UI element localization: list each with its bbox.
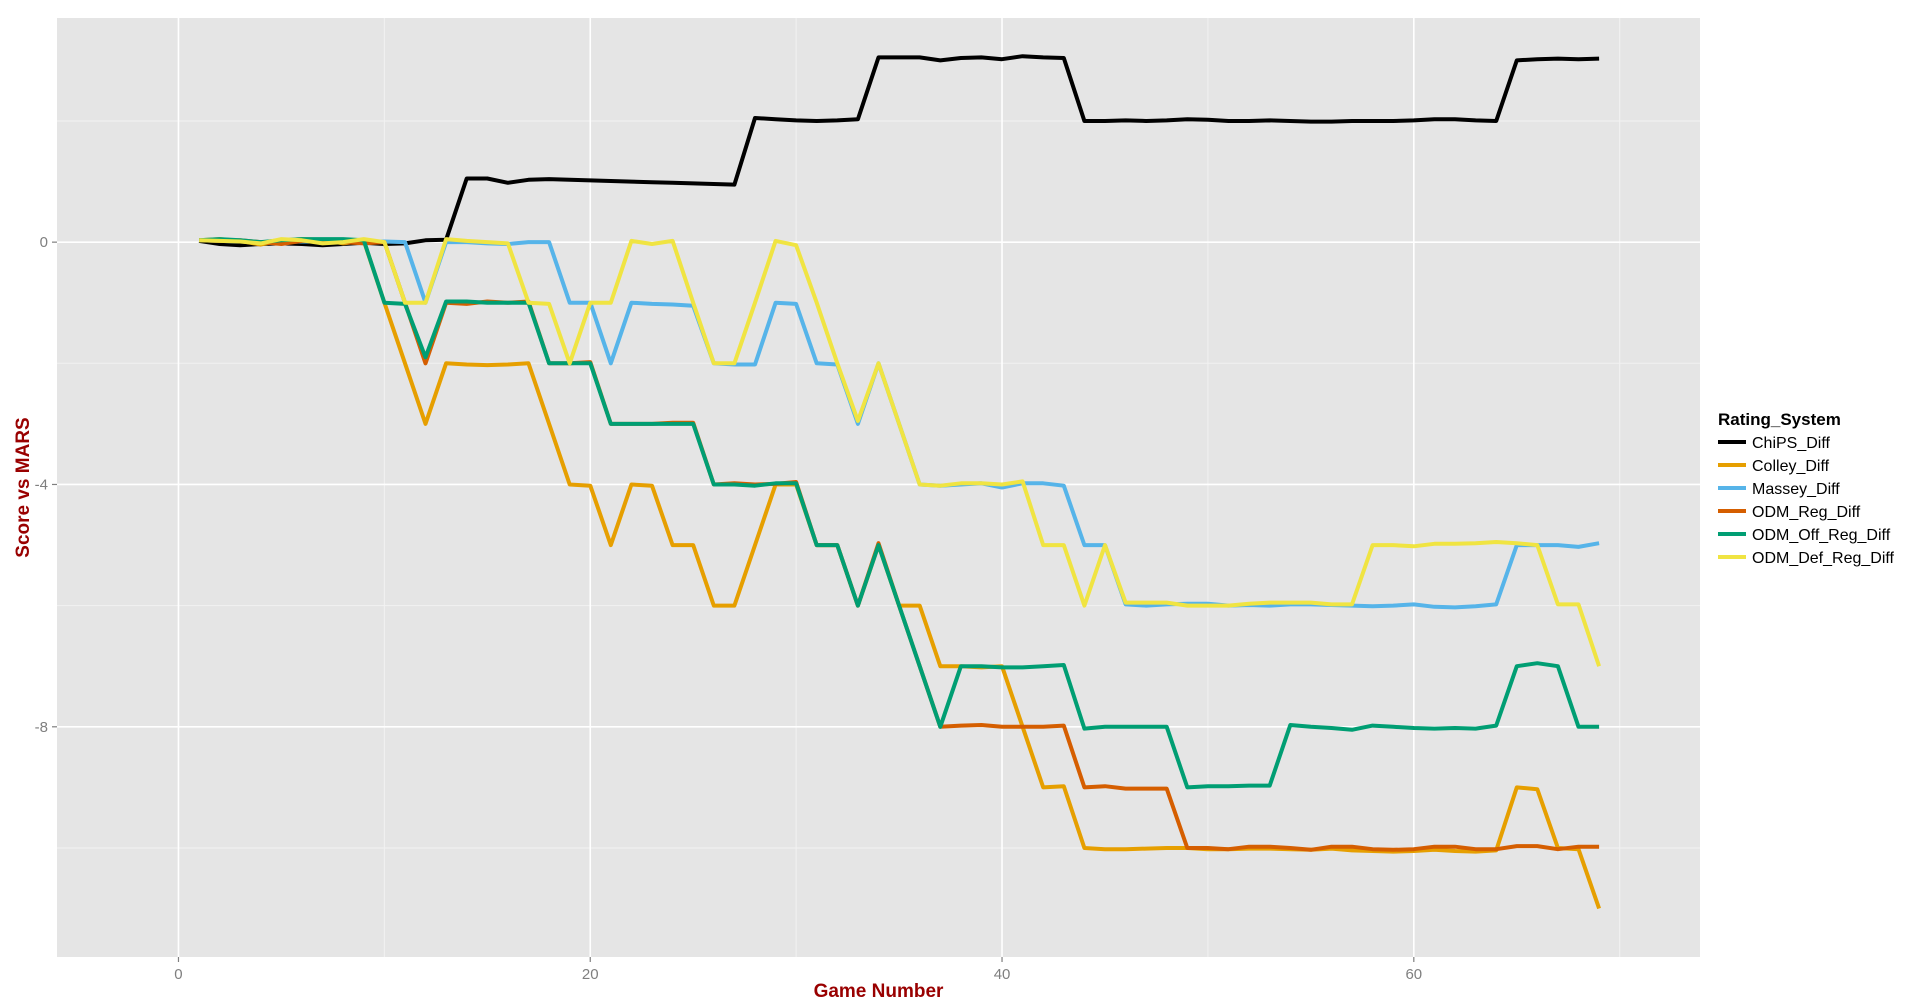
x-tick-label: 0 xyxy=(174,966,182,983)
y-tick-label: -8 xyxy=(35,719,48,736)
legend-item: ODM_Off_Reg_Diff xyxy=(1718,527,1891,544)
y-axis-title: Score vs MARS xyxy=(13,417,34,557)
series-line-chips-diff xyxy=(198,54,1600,248)
legend-item: ODM_Reg_Diff xyxy=(1718,504,1861,521)
x-tick-label: 40 xyxy=(994,966,1011,983)
y-tick-label: 0 xyxy=(40,234,48,251)
x-axis-ticks: 0 20 40 60 xyxy=(174,957,1422,983)
y-axis-ticks: 0 -4 -8 xyxy=(35,234,57,736)
plot-panel xyxy=(57,18,1700,957)
x-tick-label: 20 xyxy=(582,966,599,983)
x-axis-title: Game Number xyxy=(814,981,944,1002)
legend-label: ODM_Reg_Diff xyxy=(1752,504,1861,521)
legend-items: ChiPS_Diff Colley_Diff Massey_Diff ODM_Reg_… xyxy=(1718,435,1895,567)
legend-label: Massey_Diff xyxy=(1752,481,1840,498)
legend-item: ChiPS_Diff xyxy=(1718,435,1831,452)
legend-label: ODM_Def_Reg_Diff xyxy=(1752,550,1895,567)
legend-label: ChiPS_Diff xyxy=(1752,435,1831,452)
series-line-odm-off-reg-diff xyxy=(198,237,1600,790)
legend-label: Colley_Diff xyxy=(1752,458,1830,475)
y-tick-label: -4 xyxy=(35,476,48,493)
legend-item: Colley_Diff xyxy=(1718,458,1830,475)
legend-title: Rating_System xyxy=(1718,410,1841,429)
legend: Rating_System ChiPS_Diff Colley_Diff Masse… xyxy=(1718,410,1895,567)
legend-label: ODM_Off_Reg_Diff xyxy=(1752,527,1891,544)
series-lines xyxy=(198,54,1601,910)
series-line-odm-def-reg-diff xyxy=(199,237,1601,667)
legend-item: Massey_Diff xyxy=(1718,481,1840,498)
legend-item: ODM_Def_Reg_Diff xyxy=(1718,550,1895,567)
x-tick-label: 60 xyxy=(1405,966,1422,983)
